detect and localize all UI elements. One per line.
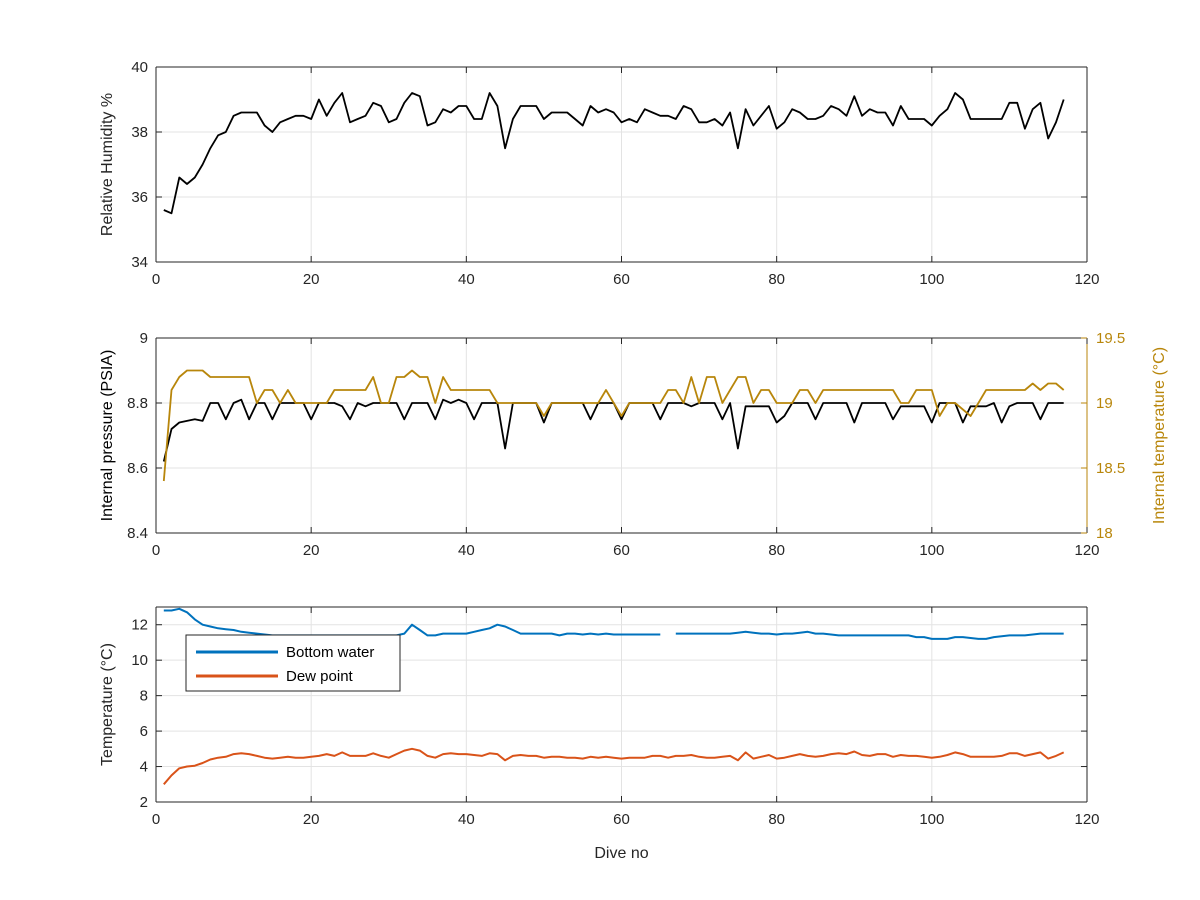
y-right-tick-label: 18 bbox=[1096, 525, 1113, 542]
x-tick-label: 100 bbox=[919, 271, 944, 288]
x-tick-label: 120 bbox=[1074, 542, 1099, 559]
y-tick-label: 36 bbox=[131, 189, 148, 206]
series-line-dew-point bbox=[163, 747, 1065, 785]
chart-panel-2: 0 20 40 60 80 100 120 8.4 8.6 8.8 9 18 18.5 19 19.5 Int… bbox=[99, 330, 1168, 559]
y-tick-label: 8.8 bbox=[127, 395, 148, 412]
x-axis-label: Dive no bbox=[594, 845, 648, 862]
chart-panel-3: 0 20 40 60 80 100 120 2 4 6 8 10 12 Temperature (°C) D… bbox=[99, 606, 1100, 862]
x-tick-label: 20 bbox=[303, 271, 320, 288]
y-axis-label: Relative Humidity % bbox=[99, 93, 116, 236]
chart-panel-1: 0 20 40 60 80 100 120 34 36 38 40 Relative Humidity… bbox=[99, 59, 1100, 288]
x-tick-label: 20 bbox=[303, 542, 320, 559]
y-tick-label: 10 bbox=[131, 652, 148, 669]
x-tick-label: 40 bbox=[458, 542, 475, 559]
y-axis-label: Temperature (°C) bbox=[99, 643, 116, 766]
x-tick-label: 0 bbox=[152, 811, 160, 828]
legend-label: Bottom water bbox=[286, 644, 374, 661]
series-line-left-axis bbox=[163, 92, 1065, 215]
x-tick-label: 60 bbox=[613, 542, 630, 559]
series-group bbox=[163, 607, 1065, 785]
y-tick-label: 2 bbox=[140, 794, 148, 811]
x-tick-label: 0 bbox=[152, 542, 160, 559]
x-tick-label: 40 bbox=[458, 271, 475, 288]
series-group bbox=[162, 369, 1065, 482]
series-line-right-axis bbox=[162, 369, 1065, 482]
y-right-tick-label: 18.5 bbox=[1096, 460, 1125, 477]
x-tick-label: 80 bbox=[768, 271, 785, 288]
series-line-bottom-water bbox=[163, 607, 1064, 640]
legend-box bbox=[185, 634, 401, 692]
y-tick-label: 8.6 bbox=[127, 460, 148, 477]
y-right-tick-label: 19.5 bbox=[1096, 330, 1125, 347]
y-right-tick-label: 19 bbox=[1096, 395, 1113, 412]
legend-label: Dew point bbox=[286, 668, 354, 685]
legend: Bottom water Dew point bbox=[185, 634, 401, 692]
x-tick-label: 0 bbox=[152, 271, 160, 288]
series-group bbox=[163, 92, 1065, 215]
y-tick-label: 9 bbox=[140, 330, 148, 347]
y-tick-label: 4 bbox=[140, 759, 148, 776]
y-axis-label: Internal pressure (PSIA) bbox=[99, 350, 116, 522]
x-tick-label: 20 bbox=[303, 811, 320, 828]
x-tick-label: 100 bbox=[919, 542, 944, 559]
y-tick-label: 38 bbox=[131, 124, 148, 141]
x-tick-label: 120 bbox=[1074, 811, 1099, 828]
x-tick-label: 100 bbox=[919, 811, 944, 828]
y-tick-label: 6 bbox=[140, 723, 148, 740]
y-tick-label: 12 bbox=[131, 617, 148, 634]
x-tick-label: 80 bbox=[768, 542, 785, 559]
x-tick-label: 80 bbox=[768, 811, 785, 828]
y-axis-label-right: Internal temperature (°C) bbox=[1151, 347, 1168, 524]
x-tick-label: 120 bbox=[1074, 271, 1099, 288]
x-tick-label: 40 bbox=[458, 811, 475, 828]
y-tick-label: 34 bbox=[131, 254, 148, 271]
y-tick-label: 8.4 bbox=[127, 525, 148, 542]
x-tick-label: 60 bbox=[613, 271, 630, 288]
y-tick-label: 40 bbox=[131, 59, 148, 76]
x-tick-label: 60 bbox=[613, 811, 630, 828]
y-tick-label: 8 bbox=[140, 688, 148, 705]
